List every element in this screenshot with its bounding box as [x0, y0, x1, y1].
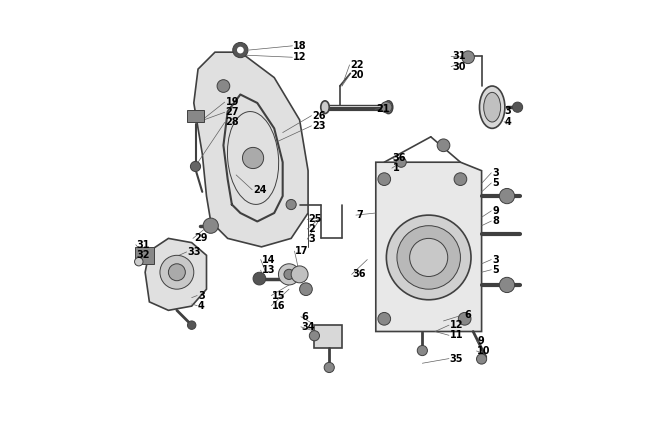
Text: 22: 22 — [350, 60, 364, 70]
Circle shape — [378, 173, 391, 185]
Text: 8: 8 — [492, 216, 499, 226]
Text: 3: 3 — [198, 291, 205, 300]
Text: 32: 32 — [136, 250, 150, 260]
Text: 13: 13 — [261, 265, 275, 275]
Text: 4: 4 — [198, 301, 205, 311]
Text: 5: 5 — [492, 178, 499, 188]
Text: 10: 10 — [477, 346, 491, 356]
Text: 23: 23 — [312, 121, 326, 131]
Circle shape — [499, 188, 515, 204]
Text: 25: 25 — [308, 214, 322, 225]
Text: 21: 21 — [376, 104, 389, 114]
Circle shape — [476, 354, 487, 364]
Text: 30: 30 — [452, 62, 465, 72]
Polygon shape — [194, 52, 308, 247]
Text: 18: 18 — [293, 41, 307, 51]
Text: 36: 36 — [393, 153, 406, 163]
Circle shape — [284, 269, 294, 279]
Circle shape — [378, 312, 391, 325]
Text: 17: 17 — [295, 246, 309, 256]
Text: 14: 14 — [261, 255, 275, 265]
Circle shape — [187, 321, 196, 329]
Circle shape — [278, 264, 300, 285]
Circle shape — [454, 173, 467, 185]
Text: 3: 3 — [492, 255, 499, 265]
Text: 16: 16 — [272, 301, 285, 311]
Text: 20: 20 — [350, 70, 364, 80]
Polygon shape — [145, 239, 207, 311]
Circle shape — [300, 283, 312, 296]
Polygon shape — [376, 162, 482, 331]
Circle shape — [381, 102, 392, 113]
Text: 7: 7 — [357, 210, 363, 220]
Circle shape — [462, 51, 474, 63]
Text: 34: 34 — [302, 322, 315, 332]
Ellipse shape — [384, 101, 393, 114]
Circle shape — [168, 264, 185, 281]
Circle shape — [410, 239, 448, 276]
Text: 29: 29 — [194, 233, 207, 243]
Circle shape — [253, 272, 266, 285]
Circle shape — [386, 215, 471, 300]
Text: 36: 36 — [352, 269, 366, 279]
Circle shape — [499, 277, 515, 293]
Circle shape — [291, 266, 308, 283]
Circle shape — [396, 157, 406, 167]
Text: 31: 31 — [136, 240, 150, 250]
Circle shape — [135, 257, 143, 266]
Text: 3: 3 — [492, 168, 499, 178]
Text: 15: 15 — [272, 291, 285, 300]
Text: 19: 19 — [226, 97, 239, 107]
Circle shape — [242, 147, 264, 169]
Text: 3: 3 — [505, 106, 512, 116]
Text: 9: 9 — [492, 206, 499, 216]
Text: 12: 12 — [450, 320, 463, 330]
Ellipse shape — [484, 92, 501, 122]
Text: 9: 9 — [477, 336, 484, 346]
Text: 6: 6 — [465, 310, 471, 320]
Circle shape — [217, 80, 230, 92]
Circle shape — [397, 226, 460, 289]
Circle shape — [237, 47, 244, 53]
Circle shape — [190, 161, 201, 172]
Text: 26: 26 — [312, 111, 326, 121]
Text: 35: 35 — [450, 354, 463, 363]
Circle shape — [160, 255, 194, 289]
Ellipse shape — [320, 101, 330, 114]
Circle shape — [512, 102, 523, 112]
Text: 1: 1 — [393, 163, 400, 173]
Bar — [187, 110, 203, 122]
Circle shape — [437, 139, 450, 152]
Text: 27: 27 — [226, 107, 239, 117]
Text: 4: 4 — [505, 117, 512, 127]
Text: 2: 2 — [308, 224, 315, 234]
Text: 33: 33 — [187, 247, 201, 257]
Text: 5: 5 — [492, 265, 499, 275]
Circle shape — [233, 43, 248, 58]
Text: 31: 31 — [452, 52, 465, 61]
Text: 11: 11 — [450, 330, 463, 340]
Bar — [315, 325, 342, 348]
Circle shape — [309, 331, 320, 341]
Text: 12: 12 — [293, 52, 307, 62]
Text: 28: 28 — [226, 118, 239, 127]
Circle shape — [286, 199, 296, 210]
Circle shape — [203, 218, 218, 233]
Circle shape — [417, 345, 428, 356]
Ellipse shape — [480, 86, 505, 128]
Bar — [135, 247, 153, 264]
Circle shape — [324, 363, 334, 373]
Text: 3: 3 — [308, 234, 315, 244]
Circle shape — [458, 312, 471, 325]
Text: 6: 6 — [302, 312, 309, 322]
Text: 24: 24 — [253, 185, 266, 195]
